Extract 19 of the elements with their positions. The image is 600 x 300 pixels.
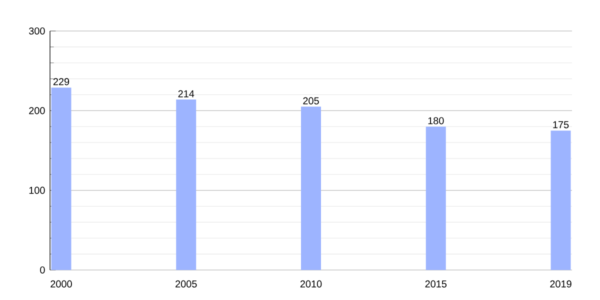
y-tick-label: 0 [40, 266, 45, 274]
data-label: 175 [553, 121, 569, 128]
bar [550, 130, 571, 270]
bar [176, 100, 196, 270]
bar [51, 88, 72, 270]
data-label: 180 [428, 117, 444, 124]
data-label: 214 [178, 90, 194, 98]
data-label: 229 [53, 78, 70, 86]
y-tick-label: 300 [28, 27, 45, 35]
bar [426, 126, 446, 270]
x-tick-label: 2019 [550, 280, 572, 288]
bar [301, 106, 321, 270]
data-label: 205 [303, 97, 319, 104]
x-tick-label: 2000 [50, 280, 72, 288]
x-tick-label: 2010 [300, 280, 322, 288]
x-tick-label: 2005 [176, 280, 197, 288]
y-tick-label: 200 [29, 107, 45, 114]
y-tick-label: 100 [29, 186, 45, 194]
x-tick-label: 2015 [425, 280, 447, 288]
